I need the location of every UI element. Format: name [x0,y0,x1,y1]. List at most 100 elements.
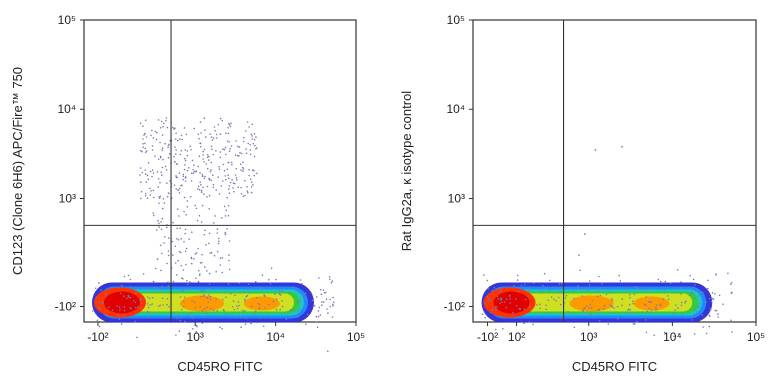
event-dot [126,297,128,300]
event-dot [226,228,228,230]
event-dot [228,177,230,180]
event-dot [175,334,177,336]
event-dot [258,303,261,306]
event-dot [180,134,183,137]
event-dot [681,313,684,315]
event-dot [229,148,231,150]
event-dot [247,283,250,286]
event-dot [210,145,213,147]
event-dot [650,301,653,303]
event-dot [229,125,232,128]
event-dot [190,256,193,259]
event-dot [198,274,201,277]
event-dot [103,311,106,313]
event-dot [643,303,646,306]
event-dot [331,316,334,318]
event-dot [626,309,629,312]
y-tick-label: 10⁴ [57,102,76,116]
event-dot [230,161,233,164]
event-dot [698,303,701,305]
event-dot [662,314,664,317]
x-tick-label: -10² [477,330,498,344]
event-dot [218,240,220,243]
event-dot [247,142,249,145]
event-dot [195,277,197,280]
event-dot [172,280,175,283]
event-dot [659,304,662,307]
event-dot [659,280,662,283]
event-dot [255,172,258,175]
event-dot [633,293,636,296]
event-dot [632,302,634,305]
event-dot [692,278,695,281]
event-dot [152,296,154,299]
event-dot [210,161,213,164]
event-dot [645,296,647,298]
event-dot [189,315,192,317]
event-dot [695,288,698,291]
event-dot [628,308,630,310]
event-dot [586,289,589,292]
event-dot [496,295,499,298]
event-dot [246,190,249,192]
event-dot [636,320,638,323]
event-dot [189,281,191,283]
event-dot [598,320,601,322]
event-dot [262,325,265,328]
event-dot [242,291,245,294]
event-dot [481,313,484,315]
event-dot [159,195,162,198]
event-dot [705,332,708,335]
event-dot [628,303,631,306]
event-dot [582,309,584,312]
event-dot [532,282,535,284]
event-dot [528,321,531,323]
event-dot [663,289,665,291]
event-dot [167,285,170,287]
event-dot [648,307,650,310]
event-dot [185,263,187,266]
event-dot [246,186,248,188]
event-dot [332,301,335,304]
event-dot [206,154,209,156]
event-dot [197,188,199,190]
event-dot [662,298,665,301]
event-dot [258,307,261,309]
event-dot [299,299,302,302]
event-dot [228,254,230,256]
event-dot [168,153,171,155]
event-dot [255,148,257,150]
event-dot [158,305,160,308]
event-dot [709,298,711,300]
event-dot [215,137,218,139]
event-dot [219,264,222,266]
event-dot [174,262,177,264]
event-dot [172,221,174,224]
event-dot [602,308,605,310]
event-dot [144,173,147,175]
event-dot [650,309,653,311]
event-dot [215,133,218,136]
event-dot [227,205,230,207]
event-dot [676,269,679,271]
event-dot [322,289,325,292]
event-dot [236,307,239,310]
event-dot [129,278,132,281]
event-dot [198,188,201,191]
event-dot [161,166,164,169]
event-dot [645,304,647,307]
event-dot [184,320,186,323]
event-dot [201,204,204,207]
event-dot [153,196,155,199]
event-dot [194,307,197,309]
event-dot [149,170,152,173]
event-dot [218,193,221,195]
event-dot [240,152,243,155]
event-dot [288,292,290,294]
event-dot [259,317,261,320]
event-dot [240,169,242,171]
event-dot [208,283,211,286]
event-dot [501,301,503,303]
event-dot [253,139,256,141]
event-dot [641,311,644,313]
